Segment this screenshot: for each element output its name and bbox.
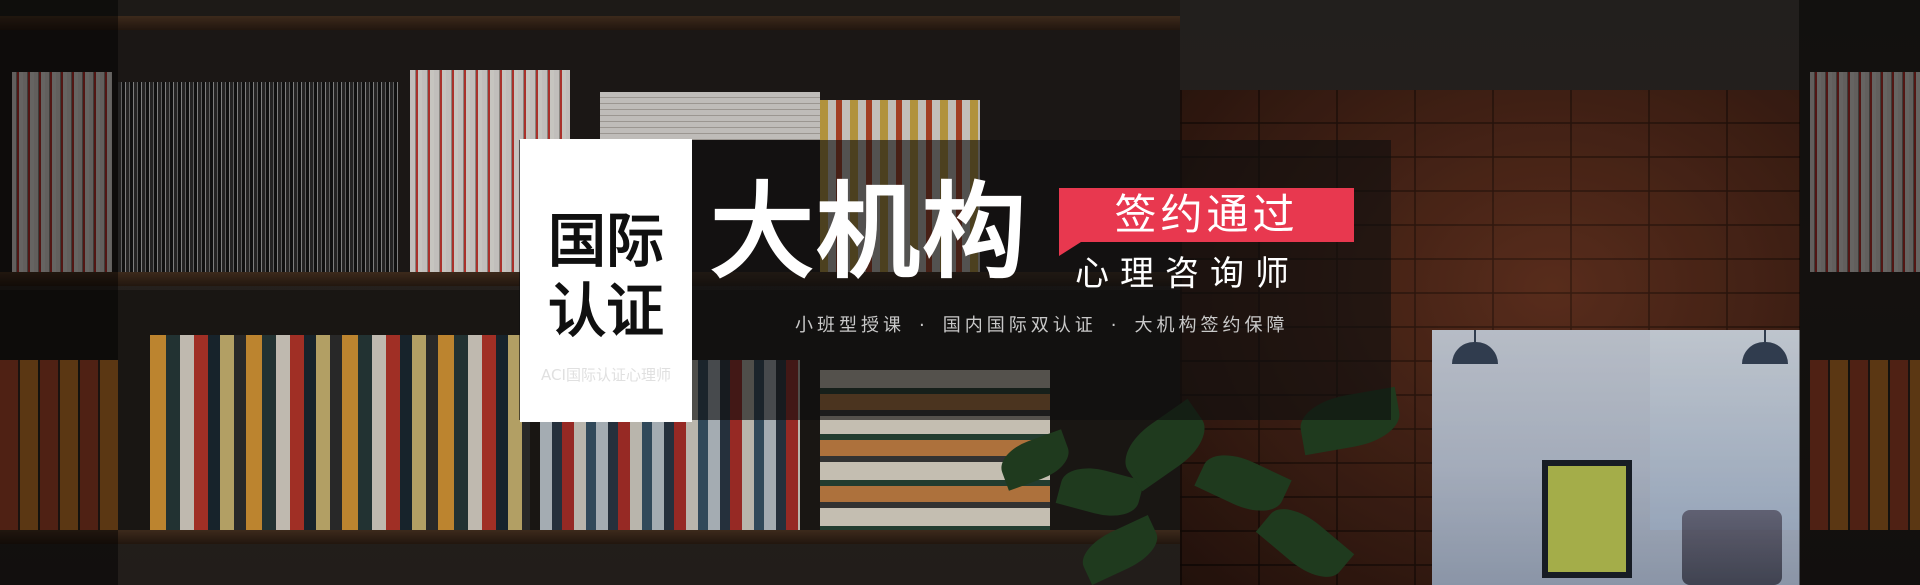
certification-badge: 国际 认证 ACI国际认证心理师 — [520, 139, 692, 422]
magazine-stack — [118, 82, 398, 272]
badge-title-line2: 认证 — [547, 277, 664, 345]
book-row — [0, 360, 118, 530]
magazine-stack — [12, 72, 112, 272]
office-people — [1682, 510, 1782, 585]
badge-title-line1: 国际 — [547, 207, 664, 275]
book-row — [1810, 360, 1920, 530]
shelf-board-top — [0, 16, 1180, 30]
signing-tag-text: 签约通过 — [1114, 190, 1299, 239]
magazine-stack — [1810, 72, 1920, 272]
magazine-stack — [600, 92, 820, 140]
separator-dot: · — [919, 315, 929, 336]
pendant-lamp-icon — [1452, 330, 1498, 364]
feature-item: 小班型授课 — [795, 315, 905, 336]
shelf-board-lower — [0, 530, 1180, 544]
feature-list: 小班型授课 · 国内国际双认证 · 大机构签约保障 — [795, 313, 1288, 339]
pendant-lamp-icon — [1742, 330, 1788, 364]
badge-subtitle: ACI国际认证心理师 — [541, 366, 671, 384]
signing-tag: 签约通过 — [1059, 188, 1354, 256]
office-photo — [1432, 330, 1800, 585]
book-row — [150, 335, 530, 530]
framed-poster — [1542, 460, 1632, 578]
feature-item: 国内国际双认证 — [942, 315, 1097, 336]
feature-item: 大机构签约保障 — [1134, 315, 1289, 336]
headline: 大机构 — [710, 171, 1029, 293]
separator-dot: · — [1110, 315, 1121, 336]
left-edge-shade — [0, 0, 118, 585]
profession-subtitle: 心理咨询师 — [1075, 254, 1300, 294]
right-edge-shade — [1799, 0, 1920, 585]
